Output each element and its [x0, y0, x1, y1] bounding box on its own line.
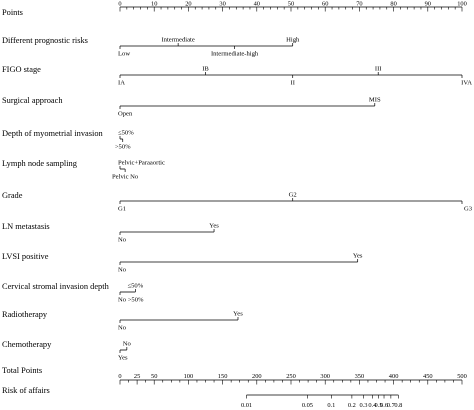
row-ln-metastasis: LN metastasis No Yes: [2, 222, 219, 244]
total-points-tick-label-100: 100: [184, 373, 194, 380]
row-label-ln-metastasis: LN metastasis: [2, 222, 50, 231]
level-label-g3: G3: [464, 206, 473, 213]
row-label-different-prognostic-risks: Different prognostic risks: [2, 36, 88, 45]
risk-tick-label-0-01: 0.01: [241, 402, 252, 409]
row-chemotherapy: Chemotherapy No Yes: [2, 340, 132, 362]
level-label-yes: Yes: [353, 253, 363, 260]
total-points-tick-label-50: 50: [151, 373, 157, 380]
risk-tick-label-0-7: 0.7: [387, 402, 396, 409]
level-label-g2: G2: [289, 192, 297, 199]
level-label-no: No: [118, 267, 127, 274]
points-tick-label-80: 80: [390, 1, 396, 8]
risk-tick-label-0-2: 0.2: [348, 402, 356, 409]
risk-axis-label: Risk of affairs: [2, 386, 50, 395]
level-label-yes: Yes: [209, 223, 219, 230]
total-points-tick-label-500: 500: [457, 373, 467, 380]
total-points-tick-label-25: 25: [134, 373, 140, 380]
row-lymph-node-sampling: Lymph node sampling Pelvic+Paraaortic Pelv…: [2, 159, 165, 181]
points-tick-label-70: 70: [356, 1, 362, 8]
level-label-iva: IVA: [461, 80, 472, 87]
total-points-tick-label-0: 0: [118, 373, 121, 380]
row-cervical-stromal-invasion-depth: Cervical stromal invasion depth ≤50% No >5…: [2, 282, 144, 304]
row-grade: Grade G1 G2 G3: [2, 191, 473, 213]
level-label-mis: MIS: [369, 97, 381, 104]
risk-tick-label-0-6: 0.6: [380, 402, 388, 409]
points-tick-label-100: 100: [457, 1, 467, 8]
level-label-pelvic-paraaortic: Pelvic+Paraaortic: [118, 160, 165, 167]
points-axis-label: Points: [2, 8, 23, 17]
risk-tick-label-0-8: 0.8: [394, 402, 402, 409]
total-points-axis: Total Points 0 25 50 100 150 200 250 300 350 400 45…: [2, 366, 467, 385]
level-label-50: >50%: [115, 144, 131, 151]
points-tick-label-20: 20: [185, 1, 191, 8]
level-label-intermediate: Intermediate: [161, 37, 194, 44]
level-label-iii: III: [375, 66, 382, 73]
level-label-ib: IB: [202, 66, 209, 73]
total-points-tick-label-400: 400: [389, 373, 399, 380]
level-label-open: Open: [118, 111, 133, 118]
level-label-ii: II: [291, 80, 295, 87]
row-label-figo-stage: FIGO stage: [2, 65, 41, 74]
risk-tick-label-0-3: 0.3: [360, 402, 368, 409]
total-points-tick-label-450: 450: [423, 373, 433, 380]
row-lvsi-positive: LVSI positive No Yes: [2, 252, 363, 274]
row-radiotherapy: Radiotherapy No Yes: [2, 310, 243, 332]
row-label-chemotherapy: Chemotherapy: [2, 340, 52, 349]
total-points-tick-label-250: 250: [286, 373, 296, 380]
row-label-depth-of-myometrial-invasion: Depth of myometrial invasion: [2, 129, 104, 138]
risk-tick-label-0-05: 0.05: [302, 402, 313, 409]
level-label-50: ≤50%: [128, 283, 144, 290]
points-tick-label-10: 10: [151, 1, 157, 8]
points-axis: Points 0 10 20 30 40 50 60 70 80 90 100: [2, 1, 467, 18]
row-label-lvsi-positive: LVSI positive: [2, 252, 49, 261]
row-different-prognostic-risks: Different prognostic risks Low Intermediat…: [2, 36, 300, 58]
row-label-lymph-node-sampling: Lymph node sampling: [2, 159, 78, 168]
row-surgical-approach: Surgical approach Open MIS: [2, 96, 381, 118]
risk-tick-label-0-1: 0.1: [327, 402, 335, 409]
total-points-tick-label-150: 150: [218, 373, 228, 380]
total-points-tick-label-350: 350: [355, 373, 365, 380]
risk-tick-label-0-5: 0.5: [375, 402, 383, 409]
level-label-pelvic-no: Pelvic No: [112, 174, 139, 181]
points-tick-label-30: 30: [219, 1, 225, 8]
level-label-low: Low: [118, 51, 130, 58]
row-label-grade: Grade: [2, 191, 23, 200]
level-label-ia: IA: [118, 80, 125, 87]
level-label-no: No: [118, 237, 127, 244]
points-tick-label-40: 40: [254, 1, 260, 8]
row-depth-of-myometrial-invasion: Depth of myometrial invasion ≤50% >50%: [2, 129, 134, 151]
row-label-surgical-approach: Surgical approach: [2, 96, 63, 105]
total-points-axis-label: Total Points: [2, 366, 42, 375]
points-tick-label-60: 60: [322, 1, 328, 8]
total-points-tick-label-300: 300: [320, 373, 330, 380]
level-label-no: No: [118, 325, 127, 332]
level-label-no: No: [123, 341, 132, 348]
risk-tick-label-0-4: 0.4: [368, 402, 377, 409]
points-tick-label-50: 50: [288, 1, 294, 8]
level-label-high: High: [286, 37, 300, 44]
points-tick-label-0: 0: [118, 1, 121, 8]
level-label-no-50: No >50%: [118, 297, 144, 304]
row-label-cervical-stromal-invasion-depth: Cervical stromal invasion depth: [2, 282, 110, 291]
level-label-50: ≤50%: [118, 130, 134, 137]
total-points-tick-label-200: 200: [252, 373, 262, 380]
level-label-yes: Yes: [118, 355, 128, 362]
level-label-yes: Yes: [233, 311, 243, 318]
row-label-radiotherapy: Radiotherapy: [2, 310, 48, 319]
level-label-intermediate-high: Intermediate-high: [211, 51, 259, 58]
level-label-g1: G1: [118, 206, 126, 213]
points-tick-label-90: 90: [425, 1, 431, 8]
